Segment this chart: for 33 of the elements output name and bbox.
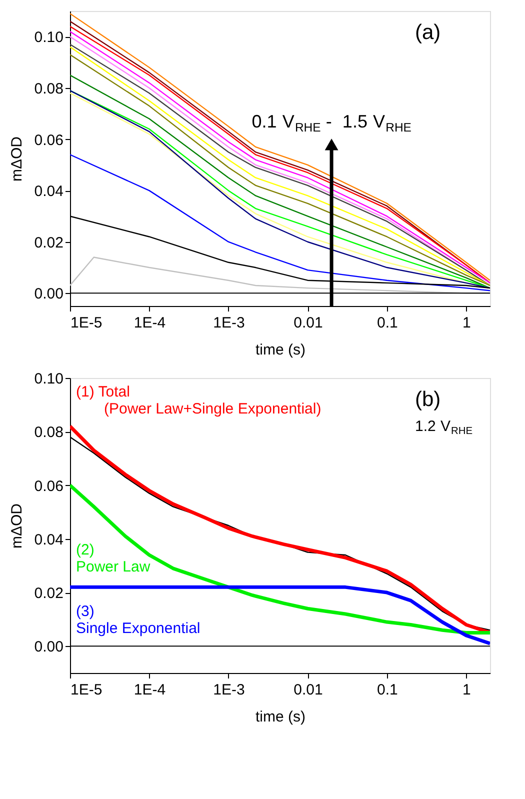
y-axis-title: mΔOD [8, 136, 26, 182]
x-tick-label: 1 [462, 314, 471, 332]
y-tick-label: 0.08 [34, 80, 64, 98]
x-axis-title: time (s) [256, 342, 306, 358]
series-label: (3) Single Exponential [76, 602, 200, 637]
x-tick-label: 0.1 [376, 682, 398, 698]
x-tick-label: 0.1 [376, 314, 398, 332]
y-tick-label: 0.02 [34, 585, 64, 602]
x-tick-label: 1E-4 [134, 682, 166, 698]
y-tick-label: 0.02 [34, 234, 64, 252]
y-tick-label: 0.04 [34, 531, 64, 548]
x-tick-label: 0.01 [294, 682, 323, 698]
x-tick-label: 1 [462, 682, 471, 698]
y-tick-label: 0.04 [34, 183, 64, 200]
y-tick-label: 0.00 [34, 638, 64, 656]
series-label: (1) Total (Power Law+Single Exponential) [76, 383, 322, 418]
y-tick-label: 0.00 [34, 286, 64, 303]
y-axis-title: mΔOD [8, 503, 26, 549]
x-tick-label: 0.01 [294, 314, 323, 332]
x-tick-label: 1E-5 [70, 314, 102, 332]
x-axis-title: time (s) [256, 708, 306, 726]
annotation: (a) [415, 21, 441, 44]
y-tick-label: 0.08 [34, 424, 64, 442]
y-tick-label: 0.10 [34, 29, 64, 46]
x-tick-label: 1E-4 [134, 314, 166, 332]
series-label: (2) Power Law [76, 542, 150, 576]
x-tick-label: 1E-5 [70, 682, 102, 698]
x-tick-label: 1E-3 [213, 682, 245, 698]
y-tick-label: 0.06 [34, 478, 64, 495]
annotation: (b) [415, 388, 441, 411]
y-tick-label: 0.10 [34, 370, 64, 388]
y-tick-label: 0.06 [34, 132, 64, 149]
x-tick-label: 1E-3 [213, 314, 245, 332]
